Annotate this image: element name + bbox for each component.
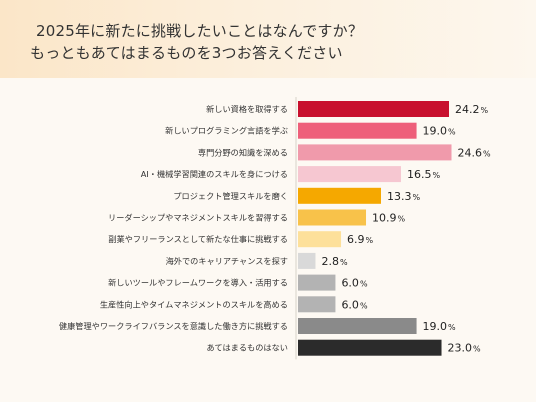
data-label: 16.5% [407, 168, 441, 181]
bar [298, 231, 342, 248]
bar [298, 122, 417, 139]
bar [298, 296, 336, 313]
category-label: 新しいプログラミング言語を学ぶ [165, 126, 288, 136]
chart-title-line-2: もっともあてはまるものを3つお答えください [30, 44, 343, 62]
bar [298, 318, 417, 334]
title-banner: 2025年に新たに挑戦したいことはなんですか？ もっともあてはまるものを3つお答… [0, 0, 536, 78]
data-label: 6.0% [341, 298, 368, 311]
category-label: 専門分野の知識を深める [198, 147, 288, 157]
bar [298, 144, 452, 161]
data-label: 19.0% [423, 125, 457, 138]
category-label: あてはまるものはない [206, 343, 288, 353]
category-label: 新しいツールやフレームワークを導入・活用する [108, 278, 288, 288]
chart-title-line-1: 2025年に新たに挑戦したいことはなんですか？ [36, 22, 364, 40]
data-label: 19.0% [423, 320, 457, 333]
data-label: 2.8% [321, 255, 348, 268]
data-label: 6.9% [347, 233, 374, 246]
category-label: 海外でのキャリアチャンスを探す [166, 256, 288, 266]
bar [298, 274, 336, 291]
data-label: 24.2% [455, 103, 489, 116]
bar [298, 209, 367, 226]
category-label: 新しい資格を取得する [206, 104, 288, 114]
category-label: 副業やフリーランスとして新たな仕事に挑戦する [108, 234, 288, 244]
bar [298, 187, 381, 204]
data-label: 10.9% [372, 212, 406, 225]
bar [298, 252, 316, 269]
data-label: 13.3% [387, 190, 421, 203]
bar [298, 101, 450, 117]
category-label: 生産性向上やタイムマネジメントのスキルを高める [100, 299, 288, 309]
category-label: 健康管理やワークライフバランスを意識した働き方に挑戦する [59, 321, 288, 331]
category-label: プロジェクト管理スキルを磨く [173, 191, 288, 201]
bar [298, 339, 442, 356]
data-label: 23.0% [448, 342, 482, 355]
category-label: AI・機械学習関連のスキルを身につける [141, 169, 288, 179]
data-label: 24.6% [458, 146, 492, 159]
category-label: リーダーシップやマネジメントスキルを習得する [108, 213, 288, 223]
bar [298, 166, 401, 183]
data-label: 6.0% [341, 277, 368, 290]
